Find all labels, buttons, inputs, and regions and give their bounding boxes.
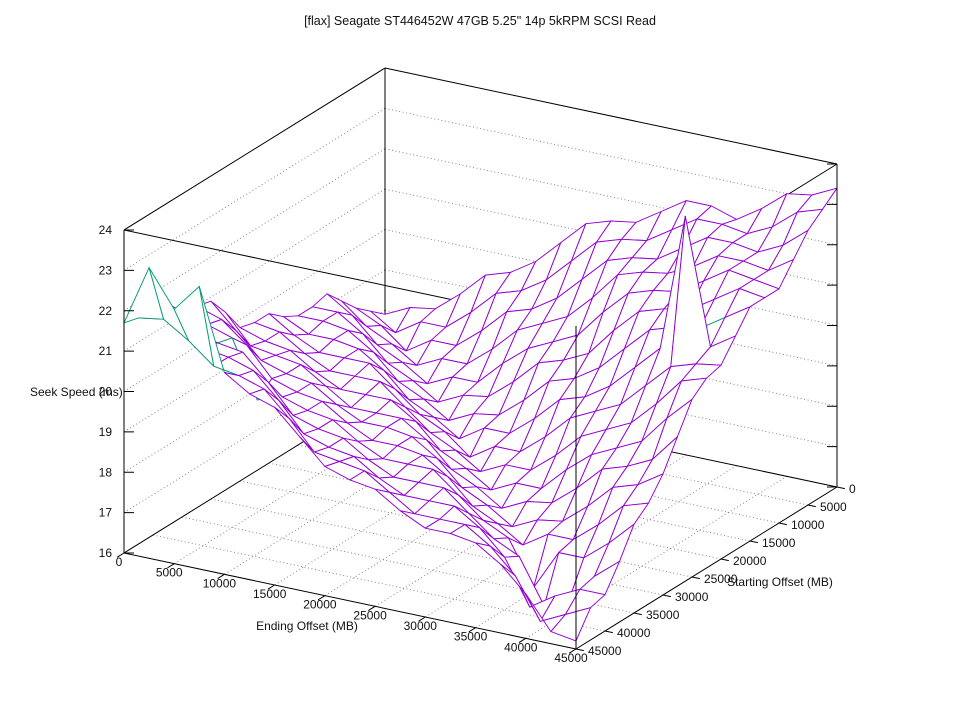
x-tick-label: 35000	[454, 630, 488, 644]
y-tick-label: 15000	[762, 536, 796, 550]
y-tick-label: 35000	[646, 608, 680, 622]
x-axis-label: Ending Offset (MB)	[256, 619, 358, 633]
y-tick-label: 10000	[791, 518, 825, 532]
z-tick-label: 19	[99, 425, 113, 439]
z-tick-label: 21	[99, 344, 113, 358]
x-tick-label: 30000	[404, 619, 438, 633]
y-tick-label: 40000	[617, 626, 651, 640]
z-tick-label: 22	[99, 304, 113, 318]
x-tick-label: 10000	[203, 576, 237, 590]
x-tick-label: 25000	[353, 608, 387, 622]
y-tick-label: 30000	[675, 590, 709, 604]
y-tick-label: 20000	[733, 554, 767, 568]
plot-render-group: 0500010000150002000025000300003500040000…	[99, 67, 856, 665]
z-tick-label: 23	[99, 263, 113, 277]
z-tick-label: 20	[99, 385, 113, 399]
y-tick-label: 0	[849, 482, 856, 496]
z-axis-label: Seek Speed (ms)	[30, 385, 123, 399]
axis-ticks	[116, 163, 845, 654]
x-tick-label: 40000	[504, 640, 538, 654]
y-tick-label: 25000	[704, 572, 738, 586]
x-tick-label: 0	[116, 555, 123, 569]
y-tick-label: 45000	[588, 644, 622, 658]
x-tick-label: 20000	[303, 598, 337, 612]
y-tick-label: 5000	[820, 500, 847, 514]
x-tick-label: 5000	[156, 566, 183, 580]
y-axis-label: Starting Offset (MB)	[727, 575, 833, 589]
z-tick-label: 17	[99, 506, 113, 520]
x-tick-label: 15000	[253, 587, 287, 601]
x-tick-label: 45000	[554, 651, 588, 665]
surface-mesh	[123, 187, 838, 642]
z-tick-label: 24	[99, 223, 113, 237]
z-tick-label: 16	[99, 546, 113, 560]
tick-labels: 0500010000150002000025000300003500040000…	[99, 223, 856, 665]
chart-title: [flax] Seagate ST446452W 47GB 5.25" 14p …	[304, 14, 656, 28]
z-tick-label: 18	[99, 465, 113, 479]
